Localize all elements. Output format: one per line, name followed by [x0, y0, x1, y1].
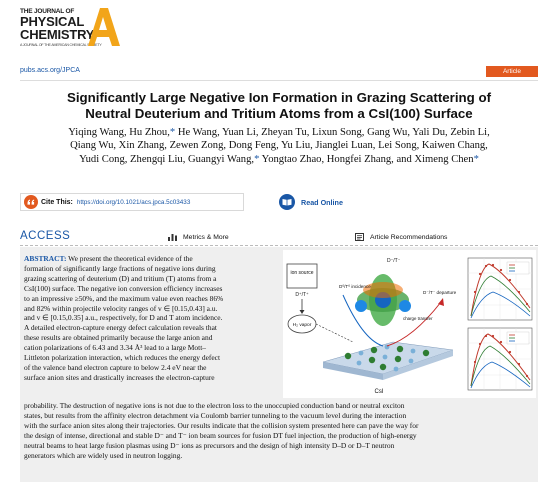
paper-title: Significantly Large Negative Ion Formati…	[20, 90, 538, 122]
doi-link[interactable]: https://doi.org/10.1021/acs.jpca.5c03433	[76, 198, 191, 206]
csi-crystal-side	[323, 362, 383, 380]
ion-source-box	[286, 263, 318, 289]
incidence-label: D⁰/T⁰ incidence	[339, 284, 371, 289]
journal-url-link[interactable]: pubs.acs.org/JPCA	[20, 67, 80, 74]
authors-segment-3a: Yudi Cong, Zhengqi Liu, Guangyi Wang,	[79, 153, 255, 165]
read-online-icon	[279, 194, 295, 210]
corresponding-author-star[interactable]: *	[169, 127, 176, 138]
abstract-full-line-2: with the surface anion sites along their…	[24, 420, 419, 430]
authors-segment-3b: Yongtao Zhao, Hongfei Zhang, and Ximeng …	[259, 153, 474, 165]
metrics-more-label: Metrics & More	[183, 233, 229, 241]
article-recommendations-link[interactable]: Article Recommendations	[355, 233, 447, 241]
quote-icon	[24, 195, 38, 209]
cite-this-box[interactable]: Cite This: https://doi.org/10.1021/acs.j…	[20, 193, 244, 211]
abstract-line-2: grazing scattering of deuterium (D) and …	[24, 273, 217, 283]
journal-logo: THE JOURNAL OF PHYSICAL CHEMISTRY A JOUR…	[20, 8, 120, 52]
orbital-cluster	[355, 274, 411, 326]
ion-source-species-label: D⁺/T⁺	[295, 292, 309, 298]
departure-arrowhead	[438, 298, 444, 306]
abstract-line-10: Littleton polarization interaction, whic…	[24, 353, 221, 363]
article-recommendations-label: Article Recommendations	[370, 233, 448, 241]
abstract-line-1: formation of significantly large fractio…	[24, 263, 216, 273]
journal-logo-line2: PHYSICAL	[20, 14, 85, 29]
journal-logo-line1: THE JOURNAL OF	[20, 8, 75, 15]
incidence-path	[342, 294, 384, 347]
abstract-line-9: cation polarizations of 6.43 and 3.34 Å³…	[24, 343, 206, 353]
csi-crystal-label: CsI	[375, 389, 384, 395]
abstract-text: ABSTRACT: We present the theoretical evi…	[24, 254, 272, 383]
bar-chart-icon	[168, 234, 177, 241]
abstract-line: ABSTRACT: We present the theoretical evi…	[24, 254, 272, 264]
csi-crystal-front	[383, 350, 453, 380]
paper-title-line2: Neutral Deuterium and Tritium Atoms from…	[85, 106, 473, 121]
charge-transfer-label: charge transfer	[403, 316, 433, 321]
departure-label: D⁻/T⁻ departure	[423, 290, 457, 295]
access-bar: ACCESS Metrics & More Article Recommenda…	[20, 230, 538, 246]
metrics-more-link[interactable]: Metrics & More	[168, 233, 229, 241]
header-divider	[20, 80, 538, 81]
paper-title-line1: Significantly Large Negative Ion Formati…	[66, 90, 492, 105]
abstract-line-12: surface anion sites and drastically incr…	[24, 372, 215, 382]
author-line-2: Qiang Wu, Xin Zhang, Zewen Zong, Dong Fe…	[70, 140, 488, 152]
read-online-label: Read Online	[301, 197, 343, 207]
beam-down-arrowhead	[299, 310, 305, 314]
upper-plot	[467, 257, 533, 321]
abstract-line-6: and v ∈ [0.15,0.35] a.u., respectively, …	[24, 313, 223, 323]
document-list-icon	[355, 233, 364, 241]
departure-path	[386, 301, 442, 347]
top-ion-label: D⁻/T⁻	[387, 258, 401, 264]
read-online-button[interactable]: Read Online	[279, 193, 359, 211]
toc-graphic: ion source D⁺/T⁺ H₂ vapor CsI D⁻/T⁻	[283, 250, 536, 398]
article-type-badge: Article	[486, 66, 538, 77]
author-line-3: Yudi Cong, Zhengqi Liu, Guangyi Wang,* Y…	[20, 153, 538, 166]
ion-source-label: ion source	[290, 270, 313, 276]
abstract-full-line-5: generators which are widely used in neut…	[24, 450, 183, 460]
corresponding-author-star[interactable]: *	[473, 153, 479, 165]
abstract-full-line-1: states, but results from the affinity el…	[24, 410, 407, 420]
journal-logo-line4: A JOURNAL OF THE AMERICAN CHEMICAL SOCIE…	[20, 43, 102, 47]
book-icon	[282, 199, 292, 206]
abstract-full-line-4: neutral beams to heat large fusion plasm…	[24, 440, 395, 450]
corresponding-author-star[interactable]: *	[254, 153, 260, 165]
journal-logo-line3: CHEMISTRY	[20, 27, 95, 42]
lower-plot	[467, 327, 533, 391]
abstract-line-3: CsI(100) surface. The negative ion conve…	[24, 283, 223, 293]
abstract-label: ABSTRACT:	[24, 254, 67, 263]
authors-segment-1b: He Wang, Yuan Li, Zheyan Tu, Lixun Song,…	[175, 127, 490, 138]
abstract-full-line-0: probability. The destruction of negative…	[24, 401, 405, 410]
access-label: ACCESS	[20, 230, 71, 242]
author-list: Yiqing Wang, Hu Zhou,* He Wang, Yuan Li,…	[20, 126, 538, 166]
abstract-line-11: of the valence band electron capture to …	[24, 362, 207, 372]
author-line-1: Yiqing Wang, Hu Zhou,* He Wang, Yuan Li,…	[20, 126, 538, 139]
cite-this-label: Cite This:	[41, 198, 73, 206]
abstract-line-8: these results are obtained primarily bec…	[24, 333, 213, 343]
abstract-full-line-3: the design of intense, directional and s…	[24, 430, 417, 440]
journal-a-logo-icon	[88, 8, 120, 46]
abstract-line-5: and 82% within projectile velocity range…	[24, 303, 218, 313]
abstract-continuation: probability. The destruction of negative…	[24, 401, 536, 460]
authors-segment-1a: Yiqing Wang, Hu Zhou,	[68, 127, 170, 138]
abstract-line-0: We present the theoretical evidence of t…	[66, 254, 193, 263]
h2-vapor-label: H₂ vapor	[293, 322, 312, 328]
abstract-line-4: to an impressive ≥50%, and the maximum v…	[24, 293, 224, 303]
abstract-line-7: A detailed electron-capture energy defec…	[24, 323, 217, 333]
